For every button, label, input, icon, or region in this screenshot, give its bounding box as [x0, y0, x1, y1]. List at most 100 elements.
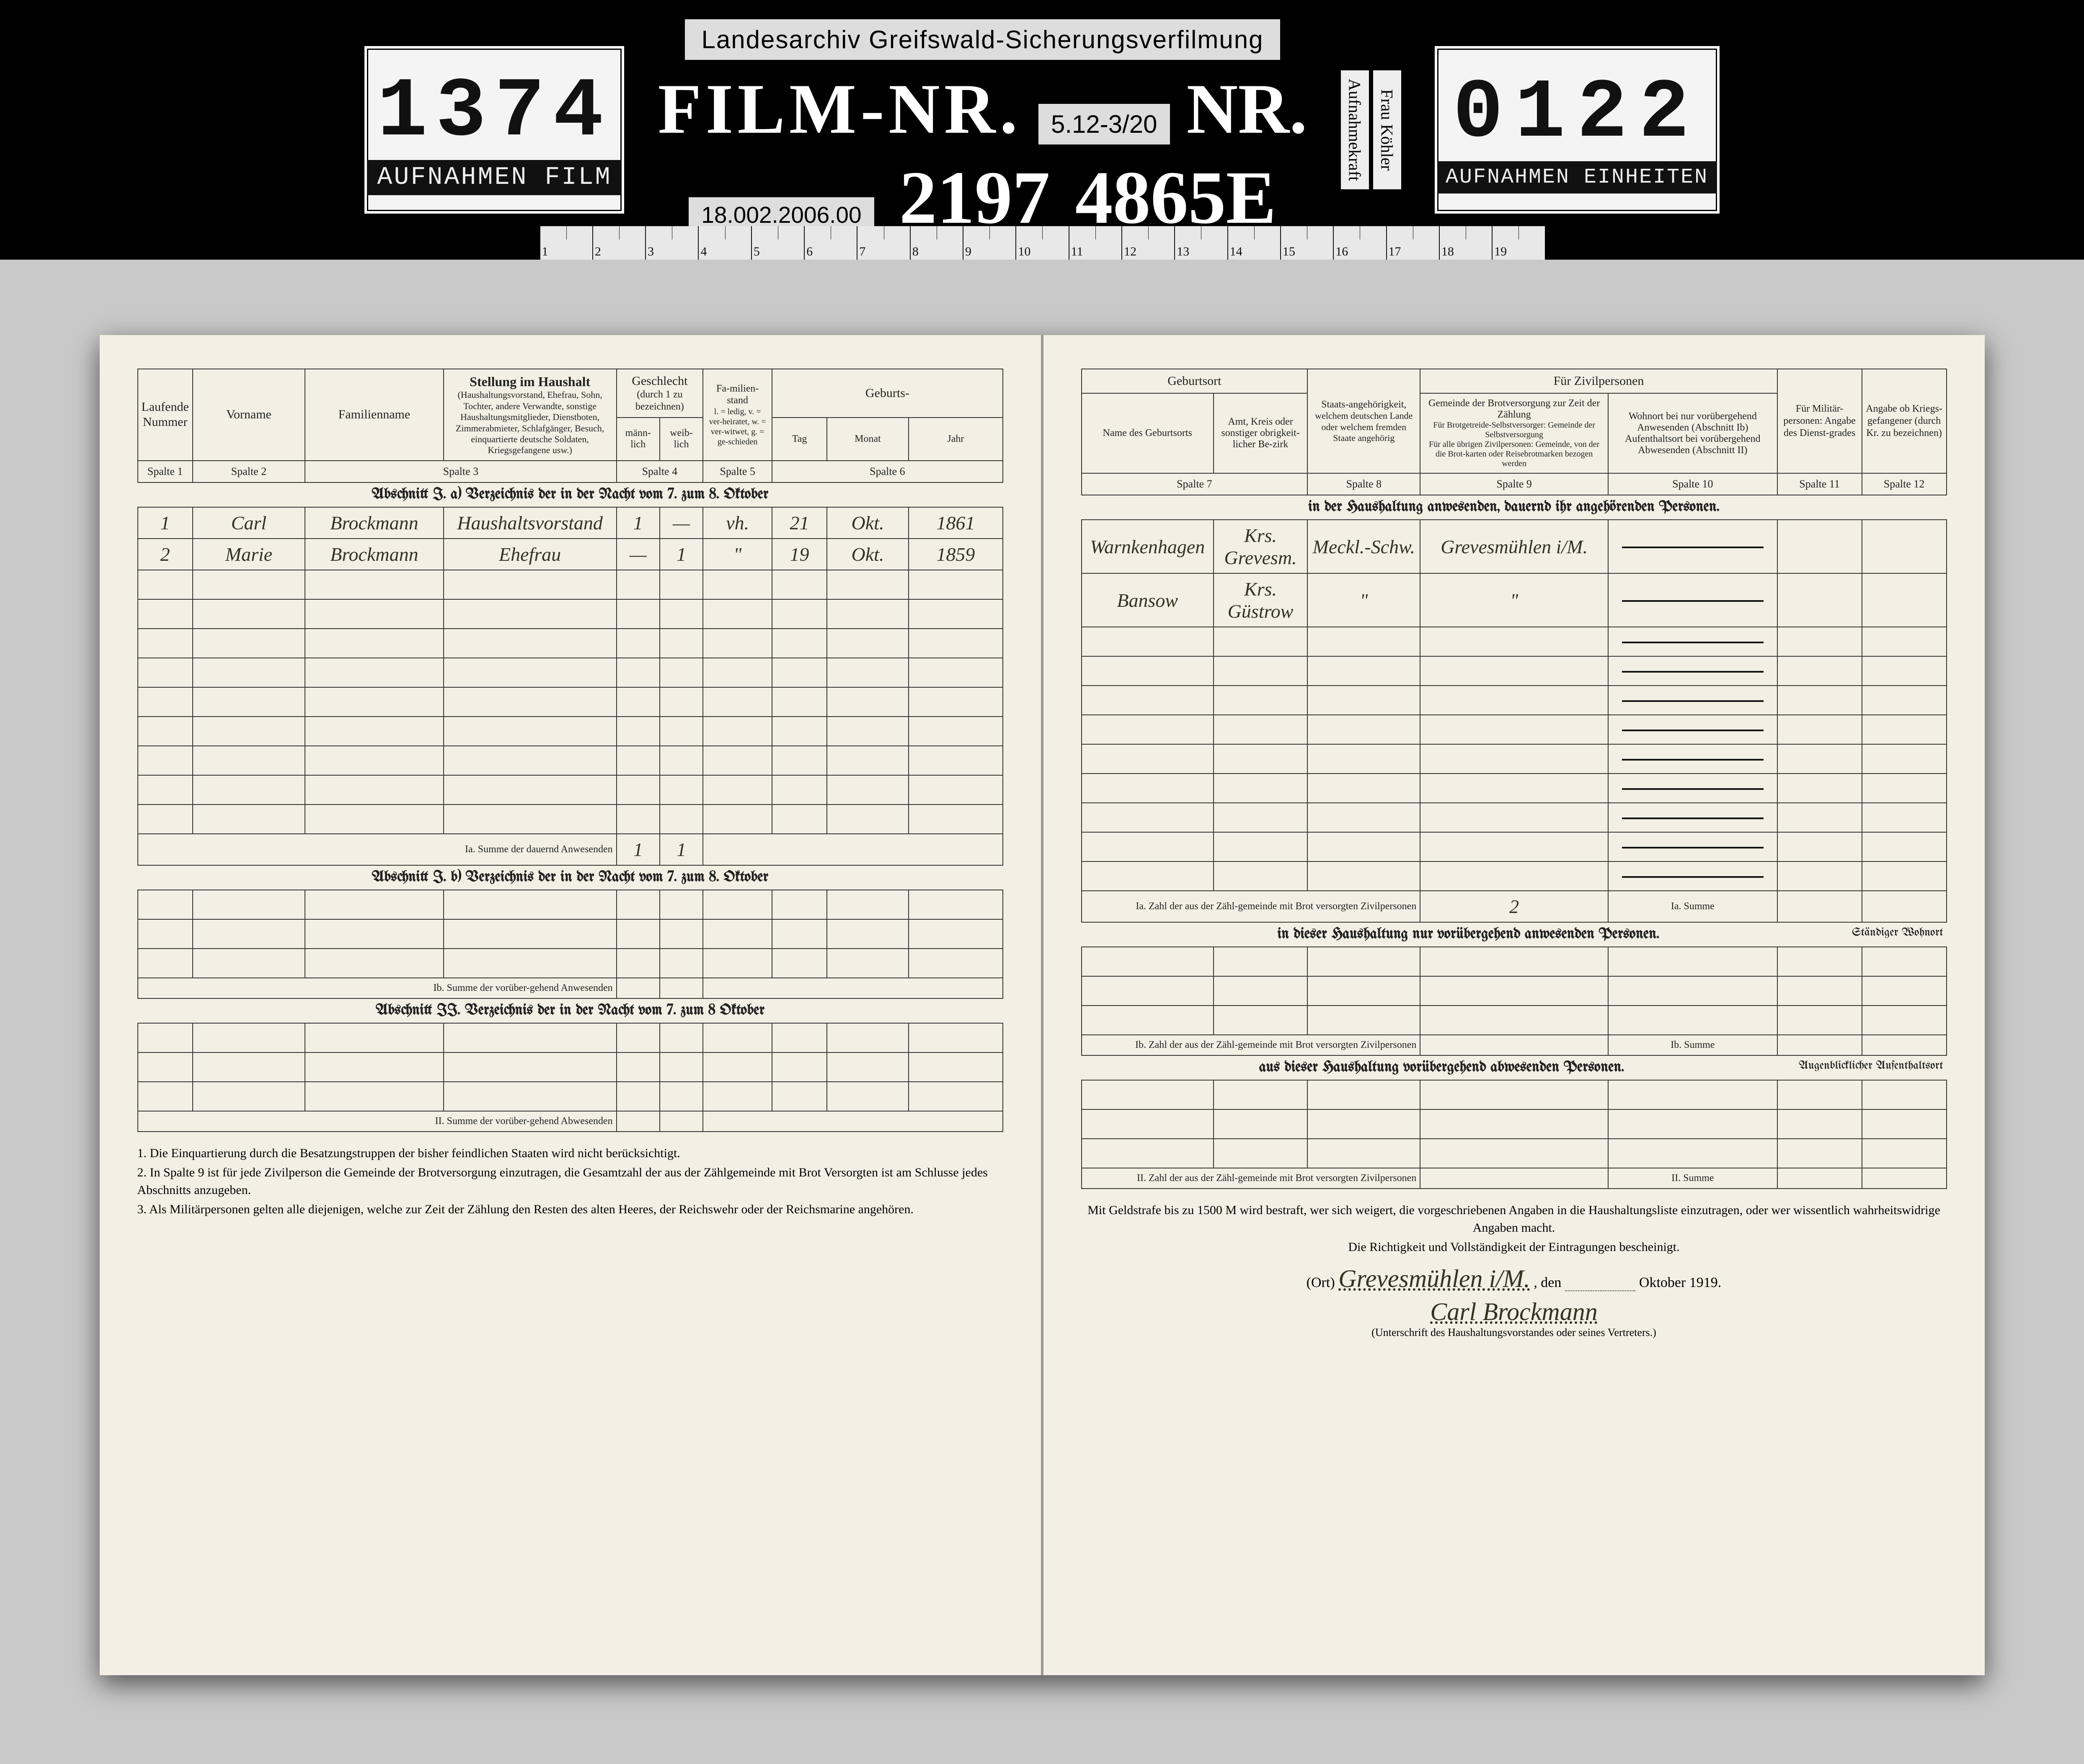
census-table-left: Laufende Nummer Vorname Familienname Ste…	[137, 369, 1003, 1132]
col-ort-kreis: Amt, Kreis oder sonstiger obrigkeit-lich…	[1214, 393, 1307, 473]
penalty-note: Mit Geldstrafe bis zu 1500 M wird bestra…	[1081, 1202, 1947, 1237]
signature-sub: (Unterschrift des Haushaltungsvorstandes…	[1081, 1326, 1947, 1339]
sp6: Spalte 6	[772, 461, 1002, 482]
col-nr: Laufende Nummer	[138, 369, 193, 461]
sp12: Spalte 12	[1862, 473, 1947, 495]
vertical-label-1: Aufnahmekraft	[1341, 70, 1369, 189]
table-row: 1CarlBrockmannHaushaltsvorstand1—vh.21Ok…	[138, 507, 1003, 539]
section-ia-right: in der Haushaltung anwesenden, dauernd i…	[1082, 495, 1947, 520]
ruler-tick: 19	[1492, 226, 1544, 260]
ruler-tick: 13	[1174, 226, 1227, 260]
sp1: Spalte 1	[138, 461, 193, 482]
ruler-tick: 11	[1069, 226, 1121, 260]
sum-ia-label: Ia. Summe der dauernd Anwesenden	[138, 834, 617, 865]
page-right: Geburtsort Staats-angehörigkeit, welchem…	[1043, 335, 1985, 1675]
reference-box: 5.12-3/20	[1038, 104, 1170, 144]
section-ib-right: in dieser Haushaltung nur vorübergehend …	[1082, 922, 1947, 947]
col-vorname: Vorname	[193, 369, 305, 461]
col-ort-name: Name des Geburtsorts	[1082, 393, 1214, 473]
unit-label: AUFNAHMEN EINHEITEN	[1437, 161, 1717, 193]
census-table-right: Geburtsort Staats-angehörigkeit, welchem…	[1081, 369, 1947, 1189]
scan-area: Laufende Nummer Vorname Familienname Ste…	[0, 260, 2084, 1764]
ruler-tick: 4	[698, 226, 751, 260]
sp8: Spalte 8	[1307, 473, 1420, 495]
footnote-1: 1. Die Einquartierung durch die Besatzun…	[137, 1145, 1003, 1162]
col-monat: Monat	[827, 418, 909, 461]
ruler-tick: 7	[857, 226, 909, 260]
col-m: männ-lich	[617, 418, 660, 461]
footnote-3: 3. Als Militärpersonen gelten alle dieje…	[137, 1201, 1003, 1218]
ort-value: Grevesmühlen i/M.	[1338, 1265, 1530, 1292]
archive-label-block: Landesarchiv Greifswald-Sicherungsverfil…	[658, 19, 1307, 241]
section-ib-left: Abschnitt I. b) Verzeichnis der in der N…	[138, 865, 1003, 890]
sum-ia-zivil: 2	[1420, 891, 1608, 922]
section-ii-right: aus dieser Haushaltung vorübergehend abw…	[1082, 1055, 1947, 1080]
ruler-tick: 17	[1386, 226, 1439, 260]
ruler-tick: 10	[1015, 226, 1068, 260]
table-row: 2MarieBrockmannEhefrau—1"19Okt.1859	[138, 539, 1003, 570]
sp3: Spalte 3	[305, 461, 616, 482]
ruler-tick: 3	[645, 226, 698, 260]
sum-ia-m: 1	[617, 834, 660, 865]
col-stellung: Stellung im Haushalt (Haushaltungsvorsta…	[444, 369, 617, 461]
col-wohnort: Wohnort bei nur vorübergehend Anwesenden…	[1608, 393, 1777, 473]
microfilm-frame: 1374 AUFNAHMEN FILM Landesarchiv Greifsw…	[0, 0, 2084, 1764]
frame-counter-left: 1374 AUFNAHMEN FILM	[364, 46, 624, 214]
col-jahr: Jahr	[909, 418, 1002, 461]
col-geburts: Geburts-	[772, 369, 1002, 418]
footnotes-left: 1. Die Einquartierung durch die Besatzun…	[137, 1145, 1003, 1218]
sp9: Spalte 9	[1420, 473, 1608, 495]
archive-name: Landesarchiv Greifswald-Sicherungsverfil…	[685, 19, 1281, 60]
ruler-tick: 5	[751, 226, 804, 260]
unit-number: 0122	[1453, 66, 1701, 161]
frame-label: AUFNAHMEN FILM	[367, 160, 622, 195]
ruler-tick: 6	[804, 226, 857, 260]
census-book: Laufende Nummer Vorname Familienname Ste…	[100, 335, 1985, 1675]
ruler-tick: 18	[1439, 226, 1492, 260]
col-gemeinde: Gemeinde der Brotversorgung zur Zeit der…	[1420, 393, 1608, 473]
sum-ia-w: 1	[660, 834, 703, 865]
col-w: weib-lich	[660, 418, 703, 461]
sum-ii-label: II. Summe der vorüber-gehend Abwesenden	[138, 1111, 617, 1132]
sum-ib-label: Ib. Summe der vorüber-gehend Anwesenden	[138, 978, 617, 998]
col-familienstand: Fa-milien-stand l. = ledig, v. = ver-hei…	[703, 369, 772, 461]
ruler-tick: 8	[910, 226, 963, 260]
film-label: FILM-NR.	[658, 68, 1022, 150]
certify-note: Die Richtigkeit und Vollständigkeit der …	[1081, 1238, 1947, 1256]
col-kriegsgef: Angabe ob Kriegs-gefangener (durch Kr. z…	[1862, 369, 1947, 473]
col-geburtsort: Geburtsort	[1082, 369, 1308, 393]
frame-counter-right: 0122 AUFNAHMEN EINHEITEN	[1435, 46, 1720, 214]
sum-ia-r: Ia. Zahl der aus der Zähl-gemeinde mit B…	[1082, 891, 1420, 922]
sum-ib-r2: Ib. Summe	[1608, 1035, 1777, 1055]
section-ii-left: Abschnitt II. Verzeichnis der in der Nac…	[138, 998, 1003, 1023]
col-militaer: Für Militär-personen: Angabe des Dienst-…	[1777, 369, 1862, 473]
sp10: Spalte 10	[1608, 473, 1777, 495]
ort-label: (Ort)	[1307, 1275, 1335, 1290]
ruler: 12345678910111213141516171819	[540, 226, 1545, 260]
den-label: , den	[1534, 1275, 1561, 1290]
sp2: Spalte 2	[193, 461, 305, 482]
footnotes-right: Mit Geldstrafe bis zu 1500 M wird bestra…	[1081, 1202, 1947, 1256]
ruler-tick: 14	[1227, 226, 1280, 260]
table-row: WarnkenhagenKrs. Grevesm.Meckl.-Schw.Gre…	[1082, 520, 1947, 573]
ruler-tick: 1	[540, 226, 592, 260]
header-strip: 1374 AUFNAHMEN FILM Landesarchiv Greifsw…	[0, 0, 2084, 260]
sp11: Spalte 11	[1777, 473, 1862, 495]
sum-ii-r: II. Zahl der aus der Zähl-gemeinde mit B…	[1082, 1168, 1420, 1189]
sum-ii-r2: II. Summe	[1608, 1168, 1777, 1189]
nr-label: NR.	[1187, 68, 1307, 150]
signature-block: (Ort) Grevesmühlen i/M. , den Oktober 19…	[1081, 1264, 1947, 1339]
col-geschlecht: Geschlecht (durch 1 zu bezeichnen)	[617, 369, 703, 418]
col-tag: Tag	[772, 418, 826, 461]
ruler-tick: 16	[1333, 226, 1386, 260]
sum-ia-r2: Ia. Summe	[1608, 891, 1777, 922]
col-familienname: Familienname	[305, 369, 443, 461]
ruler-tick: 2	[592, 226, 645, 260]
vertical-label-2: Frau Köhler	[1373, 70, 1401, 189]
operator-labels: Aufnahmekraft Frau Köhler	[1341, 70, 1401, 189]
table-row: BansowKrs. Güstrow""	[1082, 573, 1947, 627]
ruler-tick: 12	[1121, 226, 1174, 260]
col-zivil-hdr: Für Zivilpersonen	[1420, 369, 1777, 393]
sp4: Spalte 4	[617, 461, 703, 482]
frame-number: 1374	[377, 65, 612, 160]
